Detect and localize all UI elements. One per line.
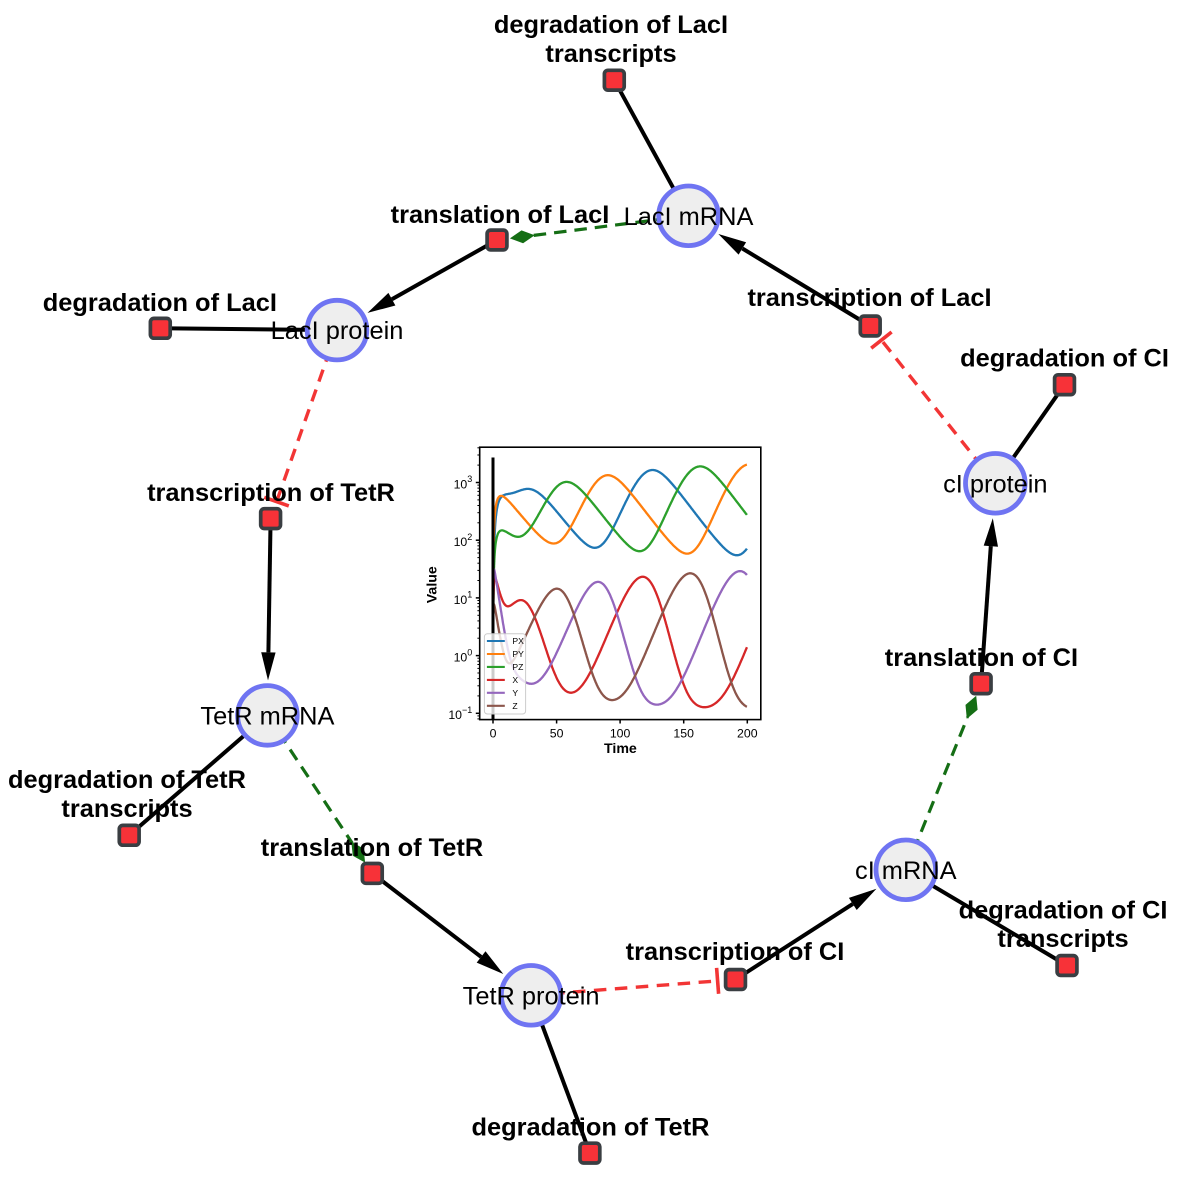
svg-text:degradation of TetR: degradation of TetR [472,1114,710,1142]
svg-text:LacI mRNA: LacI mRNA [624,203,754,231]
svg-text:Y: Y [512,688,518,698]
svg-text:PX: PX [512,636,524,646]
svg-text:degradation of TetR: degradation of TetR [8,766,246,794]
svg-text:degradation of CI: degradation of CI [960,345,1169,373]
svg-text:cI mRNA: cI mRNA [855,857,957,885]
svg-text:transcription of TetR: transcription of TetR [147,479,395,507]
svg-text:TetR mRNA: TetR mRNA [200,702,334,730]
svg-text:translation of TetR: translation of TetR [261,834,483,862]
svg-text:transcripts: transcripts [61,795,192,823]
svg-text:translation of LacI: translation of LacI [391,201,610,229]
svg-text:PY: PY [512,649,524,659]
svg-text:transcription of CI: transcription of CI [626,938,845,966]
svg-text:transcripts: transcripts [545,40,676,68]
svg-text:100: 100 [610,726,631,740]
svg-text:150: 150 [673,726,694,740]
svg-text:50: 50 [550,726,564,740]
svg-text:TetR protein: TetR protein [463,982,600,1010]
svg-text:0: 0 [490,726,497,740]
svg-text:transcription of LacI: transcription of LacI [747,284,991,312]
svg-text:cI protein: cI protein [943,470,1047,498]
svg-text:102: 102 [454,532,473,549]
svg-text:Value: Value [424,566,440,603]
svg-text:10−1: 10−1 [448,705,472,722]
svg-text:200: 200 [737,726,758,740]
svg-text:degradation of CI: degradation of CI [959,896,1168,924]
svg-text:translation of CI: translation of CI [885,644,1078,672]
svg-text:X: X [512,675,518,685]
svg-text:Z: Z [512,701,517,711]
svg-text:PZ: PZ [512,662,523,672]
svg-text:transcripts: transcripts [997,925,1128,953]
svg-text:101: 101 [454,590,473,607]
svg-text:103: 103 [454,474,473,491]
svg-text:LacI protein: LacI protein [271,317,404,345]
svg-text:100: 100 [454,647,473,664]
svg-text:degradation of LacI: degradation of LacI [43,289,277,317]
svg-text:degradation of LacI: degradation of LacI [494,11,728,39]
svg-text:Time: Time [604,741,637,757]
